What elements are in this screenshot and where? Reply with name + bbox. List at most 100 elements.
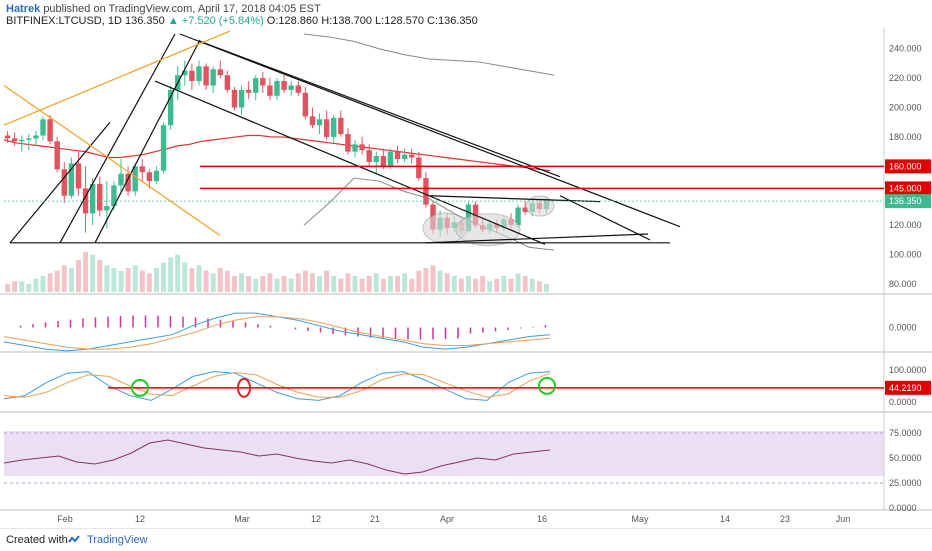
signal-circle-green <box>538 376 556 395</box>
volume-bar <box>331 276 337 292</box>
price-tick-label: 240.000 <box>889 44 922 54</box>
stoch-level-tag-label: 44.2190 <box>889 383 922 393</box>
volume-bar <box>515 273 521 292</box>
volume-bar <box>409 278 415 292</box>
volume-bar <box>288 278 294 292</box>
last-price-tag-label: 136.350 <box>889 196 922 206</box>
moving-average-line <box>3 134 551 172</box>
candle-body <box>274 81 280 96</box>
volume-bar <box>380 278 386 292</box>
volume-bar <box>423 268 429 292</box>
candle-body <box>331 117 337 137</box>
volume-bar <box>12 281 18 292</box>
candle-body <box>352 144 358 152</box>
volume-bar <box>153 268 159 292</box>
volume-bar <box>125 268 131 292</box>
price-tick-label: 100.000 <box>889 250 922 260</box>
volume-bar <box>395 276 401 292</box>
volume-bar <box>104 265 110 292</box>
symbol-line: BITFINEX:LTCUSD, 1D 136.350 ▲ +7.520 (+5… <box>6 15 478 27</box>
candle-body <box>409 154 415 158</box>
volume-bar <box>444 273 450 292</box>
rsi-line <box>3 439 551 475</box>
ohlc-values: O:128.860 H:138.700 L:128.570 C:136.350 <box>266 15 478 27</box>
candle-body <box>40 119 46 136</box>
stoch-k-line <box>3 371 551 401</box>
time-axis-label: 12 <box>311 514 321 524</box>
level-tag-label: 160.000 <box>889 161 922 171</box>
tradingview-brand[interactable]: TradingView <box>87 534 148 546</box>
volume-bar <box>302 270 308 292</box>
author-link[interactable]: Hatrek <box>6 3 41 15</box>
volume-bar <box>465 276 471 292</box>
rsi-tick-label: 0.0000 <box>889 503 917 513</box>
candle-body <box>231 89 238 108</box>
chart-canvas[interactable]: 240.000 220.000 200.000 180.000 160.000 14 0.0… <box>0 28 932 528</box>
candle-body <box>423 178 429 205</box>
volume-bar <box>132 265 138 292</box>
price-tick-label: 80.000 <box>889 279 917 289</box>
rsi-band <box>4 431 884 476</box>
volume-bar <box>487 281 493 292</box>
volume-bar <box>182 262 188 292</box>
candle-body <box>217 69 223 76</box>
trend-line <box>59 33 176 244</box>
volume-bar <box>543 284 549 292</box>
volume-bar <box>189 268 195 292</box>
trend-line <box>199 40 561 178</box>
stoch-tick-label: 100.0000 <box>889 365 927 375</box>
pattern-head <box>455 213 521 247</box>
level-tag <box>885 159 931 174</box>
volume-bar <box>402 273 408 292</box>
candle-body <box>54 141 60 170</box>
volume-bar <box>97 260 103 292</box>
volume-bar <box>231 276 237 292</box>
candle-body <box>309 116 316 126</box>
candle-body <box>125 173 131 192</box>
time-axis-label: 21 <box>370 514 380 524</box>
stoch-level-tag <box>885 380 931 395</box>
volume-bar <box>139 270 145 292</box>
time-axis-label: 12 <box>135 514 145 524</box>
candle-body <box>295 85 301 93</box>
candle-body <box>380 156 387 167</box>
volume-bar <box>309 273 315 292</box>
candle-body <box>245 89 252 93</box>
candle-body <box>153 170 160 182</box>
candle-body <box>189 70 195 82</box>
rsi-tick-label: 50.0000 <box>889 453 922 463</box>
volume-bar <box>210 273 216 292</box>
candle-body <box>387 151 394 167</box>
candle-body <box>132 166 138 192</box>
volume-bar <box>430 265 436 292</box>
last-price-tag <box>885 194 931 209</box>
volume-bar <box>253 278 259 292</box>
stoch-tick-label: 0.0000 <box>889 397 917 407</box>
volume-bar <box>90 254 96 292</box>
candle-body <box>203 66 209 86</box>
volume-bar <box>118 270 124 292</box>
volume-bar <box>146 273 152 292</box>
volume-bar <box>437 270 443 292</box>
candle-body <box>89 184 96 214</box>
candle-body <box>139 166 145 173</box>
candle-body <box>118 173 124 186</box>
candle-body <box>288 85 294 90</box>
candle-body <box>33 135 39 139</box>
rsi-tick-label: 25.0000 <box>889 478 922 488</box>
volume-bar <box>47 273 53 292</box>
candle-body <box>323 119 330 137</box>
level-tag-label: 145.000 <box>889 183 922 193</box>
volume-bar <box>224 270 230 292</box>
macd-signal-line <box>3 316 551 350</box>
price-change: ▲ +7.520 (+5.84%) <box>167 15 264 27</box>
trend-line <box>9 121 111 244</box>
volume-bar <box>75 260 81 292</box>
volume-bar <box>352 276 358 292</box>
volume-bar <box>274 278 280 292</box>
time-axis-label: Feb <box>57 514 73 524</box>
volume-bar <box>522 276 528 292</box>
price-tick-label: 220.000 <box>889 73 922 83</box>
volume-bar <box>359 278 365 292</box>
volume-bar <box>416 270 422 292</box>
